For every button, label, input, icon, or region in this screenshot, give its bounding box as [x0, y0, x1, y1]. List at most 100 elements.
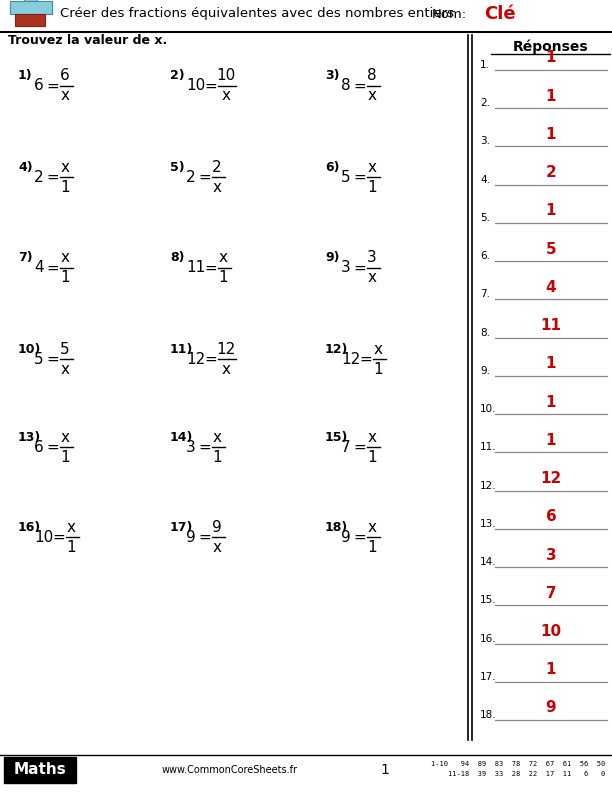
Text: =: = [52, 530, 65, 545]
Text: =: = [204, 261, 217, 276]
Text: 1: 1 [546, 662, 556, 677]
Text: 6: 6 [546, 509, 556, 524]
Text: 1.: 1. [480, 60, 490, 70]
Text: x: x [218, 250, 228, 265]
Text: x: x [367, 89, 376, 104]
Text: 10: 10 [186, 78, 205, 93]
Text: 18.: 18. [480, 710, 496, 720]
Text: 6): 6) [325, 161, 340, 173]
Text: =: = [204, 78, 217, 93]
Text: x: x [367, 429, 376, 444]
Text: 14.: 14. [480, 557, 496, 567]
Text: =: = [198, 440, 211, 455]
Text: 10: 10 [217, 68, 236, 83]
Text: 11: 11 [186, 261, 205, 276]
Text: 2: 2 [186, 169, 196, 185]
Text: 3: 3 [186, 440, 196, 455]
Text: Maths: Maths [13, 763, 66, 778]
Text: =: = [46, 78, 59, 93]
Text: 11): 11) [170, 342, 193, 356]
Text: 1: 1 [546, 356, 556, 371]
Text: 8): 8) [170, 252, 184, 265]
Text: 3: 3 [546, 547, 556, 562]
Text: 6: 6 [34, 440, 43, 455]
Text: =: = [198, 530, 211, 545]
Text: 8: 8 [341, 78, 351, 93]
Text: 10: 10 [540, 624, 562, 639]
Text: 1: 1 [373, 361, 383, 376]
Text: 7.: 7. [480, 289, 490, 299]
Bar [10, 1, 52, 14]
Text: 5: 5 [546, 242, 556, 257]
Text: 6.: 6. [480, 251, 490, 261]
Text: 1: 1 [546, 127, 556, 142]
Text: 18): 18) [325, 520, 348, 534]
Text: =: = [353, 261, 366, 276]
Text: 2): 2) [170, 70, 185, 82]
Text: 5.: 5. [480, 213, 490, 223]
Text: 9: 9 [341, 530, 351, 545]
Text: =: = [46, 352, 59, 367]
Text: 1: 1 [60, 450, 70, 464]
Text: 4): 4) [18, 161, 32, 173]
Text: 14): 14) [170, 431, 193, 444]
Text: 1: 1 [367, 450, 377, 464]
Text: 1: 1 [60, 180, 70, 195]
Text: 12: 12 [186, 352, 205, 367]
Text: Trouvez la valeur de x.: Trouvez la valeur de x. [8, 35, 167, 48]
Text: 12: 12 [341, 352, 360, 367]
Text: Clé: Clé [484, 5, 516, 23]
Text: 8.: 8. [480, 328, 490, 337]
Text: 9): 9) [325, 252, 340, 265]
Text: x: x [61, 429, 70, 444]
Bar [24, 0, 37, 26]
Text: 1-10   94  89  83  78  72  67  61  56  50  44: 1-10 94 89 83 78 72 67 61 56 50 44 [431, 761, 612, 767]
Text: 5): 5) [170, 161, 185, 173]
Text: x: x [212, 429, 222, 444]
Text: 10): 10) [18, 342, 42, 356]
Text: x: x [222, 361, 231, 376]
Text: 2: 2 [34, 169, 43, 185]
Text: x: x [367, 520, 376, 535]
Text: =: = [359, 352, 371, 367]
Text: =: = [46, 261, 59, 276]
Text: x: x [212, 180, 222, 195]
Text: x: x [222, 89, 231, 104]
Text: 1: 1 [218, 271, 228, 285]
Text: x: x [61, 250, 70, 265]
Text: 17.: 17. [480, 672, 496, 682]
Text: Nom:: Nom: [432, 7, 467, 21]
Text: 8: 8 [367, 68, 377, 83]
Text: 5: 5 [60, 341, 70, 356]
Text: 1: 1 [60, 271, 70, 285]
Text: 1: 1 [212, 450, 222, 464]
Text: 7: 7 [546, 586, 556, 601]
Text: 1: 1 [381, 763, 389, 777]
Text: x: x [367, 159, 376, 174]
Text: 10: 10 [34, 530, 53, 545]
Text: 10.: 10. [480, 404, 496, 414]
Text: 17): 17) [170, 520, 193, 534]
Text: 3): 3) [325, 70, 340, 82]
Text: x: x [212, 539, 222, 554]
Text: 5: 5 [341, 169, 351, 185]
Text: x: x [373, 341, 382, 356]
Bar [4, 757, 76, 783]
Text: =: = [46, 169, 59, 185]
Text: 9: 9 [546, 700, 556, 715]
Text: x: x [61, 159, 70, 174]
Text: 6: 6 [60, 68, 70, 83]
Text: 11-18  39  33  28  22  17  11   6   0: 11-18 39 33 28 22 17 11 6 0 [449, 771, 606, 777]
Text: 1: 1 [367, 180, 377, 195]
Text: x: x [61, 361, 70, 376]
Text: 13.: 13. [480, 519, 496, 529]
Text: 1): 1) [18, 70, 32, 82]
Text: 11.: 11. [480, 443, 496, 452]
Bar [15, 14, 45, 26]
Text: 4: 4 [546, 280, 556, 295]
Text: 4: 4 [34, 261, 43, 276]
Text: =: = [353, 78, 366, 93]
Text: 4.: 4. [480, 175, 490, 185]
Text: 12.: 12. [480, 481, 496, 490]
Text: x: x [367, 271, 376, 285]
